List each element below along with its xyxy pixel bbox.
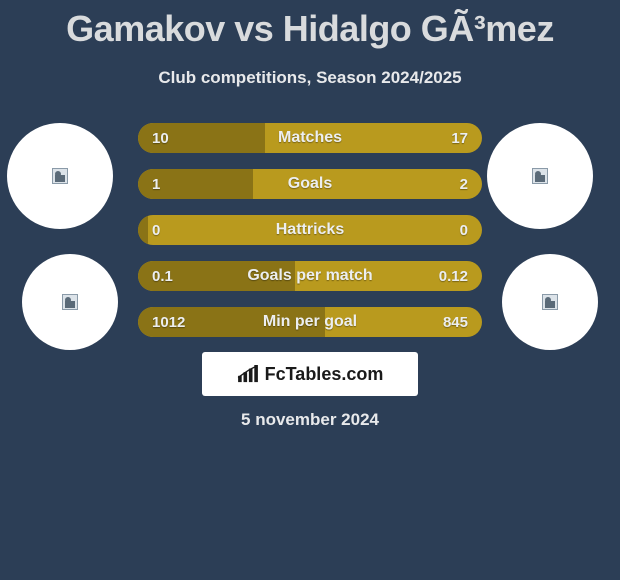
stat-bar: 0Hattricks0 bbox=[138, 215, 482, 245]
stat-label: Min per goal bbox=[138, 307, 482, 337]
broken-image-icon bbox=[62, 294, 78, 310]
page-title: Gamakov vs Hidalgo GÃ³mez bbox=[0, 0, 620, 50]
comparison-bars: 10Matches17 1Goals2 0Hattricks0 0.1Goals pe… bbox=[138, 123, 482, 353]
stat-right-value: 0.12 bbox=[439, 261, 468, 291]
stat-bar: 0.1Goals per match0.12 bbox=[138, 261, 482, 291]
date-label: 5 november 2024 bbox=[0, 410, 620, 430]
player2-club-logo bbox=[502, 254, 598, 350]
broken-image-icon bbox=[52, 168, 68, 184]
broken-image-icon bbox=[542, 294, 558, 310]
stat-bar: 1Goals2 bbox=[138, 169, 482, 199]
stat-right-value: 0 bbox=[460, 215, 468, 245]
subtitle: Club competitions, Season 2024/2025 bbox=[0, 68, 620, 88]
player1-club-logo bbox=[22, 254, 118, 350]
site-logo: FcTables.com bbox=[202, 352, 418, 396]
stat-label: Matches bbox=[138, 123, 482, 153]
chart-icon bbox=[237, 365, 259, 383]
broken-image-icon bbox=[532, 168, 548, 184]
player2-avatar bbox=[487, 123, 593, 229]
stat-label: Hattricks bbox=[138, 215, 482, 245]
stat-right-value: 17 bbox=[451, 123, 468, 153]
stat-label: Goals per match bbox=[138, 261, 482, 291]
stat-right-value: 2 bbox=[460, 169, 468, 199]
stat-bar: 10Matches17 bbox=[138, 123, 482, 153]
stat-right-value: 845 bbox=[443, 307, 468, 337]
site-logo-text: FcTables.com bbox=[265, 364, 384, 385]
stat-label: Goals bbox=[138, 169, 482, 199]
stat-bar: 1012Min per goal845 bbox=[138, 307, 482, 337]
player1-avatar bbox=[7, 123, 113, 229]
